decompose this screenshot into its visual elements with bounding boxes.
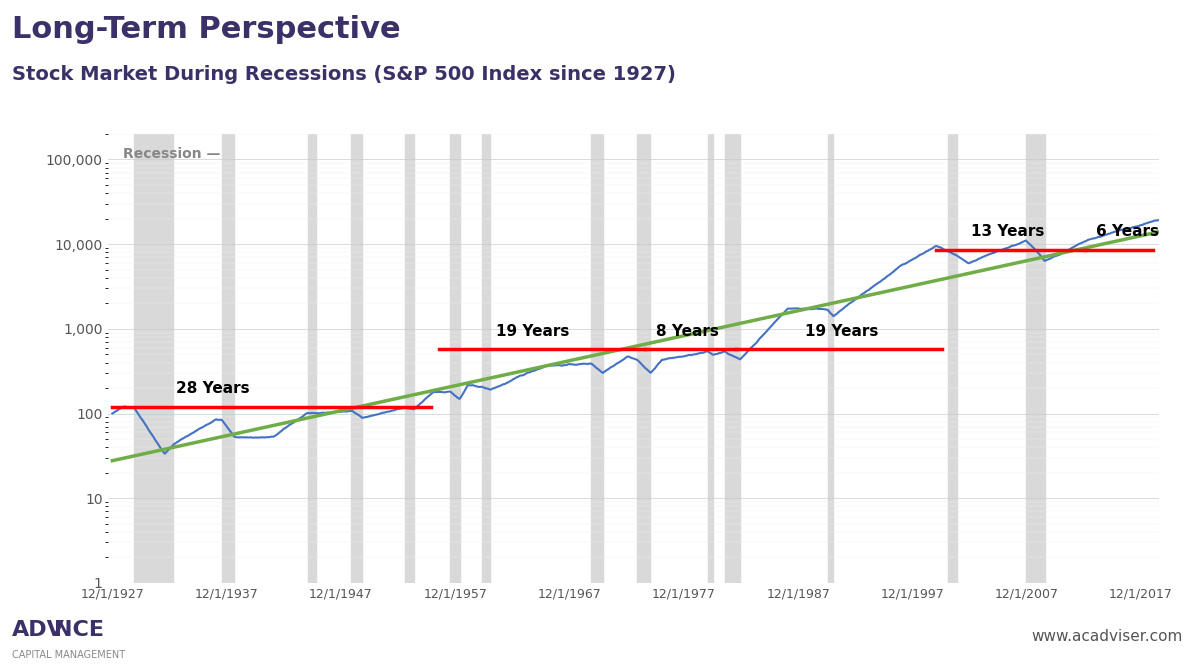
Bar xyxy=(707,134,713,583)
Bar xyxy=(828,134,833,583)
Bar xyxy=(451,134,460,583)
Bar xyxy=(592,134,602,583)
Text: 28 Years: 28 Years xyxy=(176,381,250,396)
Bar xyxy=(307,134,317,583)
Text: Long-Term Perspective: Long-Term Perspective xyxy=(12,15,400,44)
Text: 19 Years: 19 Years xyxy=(496,324,570,339)
Bar xyxy=(725,134,740,583)
Bar xyxy=(637,134,650,583)
Text: Recession —: Recession — xyxy=(123,147,221,161)
Text: 19 Years: 19 Years xyxy=(804,324,878,339)
Text: ADV: ADV xyxy=(12,620,65,640)
Text: Stock Market During Recessions (S&P 500 Index since 1927): Stock Market During Recessions (S&P 500 … xyxy=(12,66,676,84)
Bar xyxy=(222,134,234,583)
Bar xyxy=(134,134,173,583)
Text: www.acadviser.com: www.acadviser.com xyxy=(1031,629,1183,644)
Text: 6 Years: 6 Years xyxy=(1096,224,1159,239)
Text: CAPITAL MANAGEMENT: CAPITAL MANAGEMENT xyxy=(12,650,125,660)
Bar xyxy=(405,134,413,583)
Text: 8 Years: 8 Years xyxy=(656,324,719,339)
Bar xyxy=(1025,134,1044,583)
Text: 13 Years: 13 Years xyxy=(970,224,1044,239)
Bar xyxy=(948,134,957,583)
Bar xyxy=(351,134,362,583)
Bar xyxy=(482,134,490,583)
Text: NCE: NCE xyxy=(54,620,104,640)
